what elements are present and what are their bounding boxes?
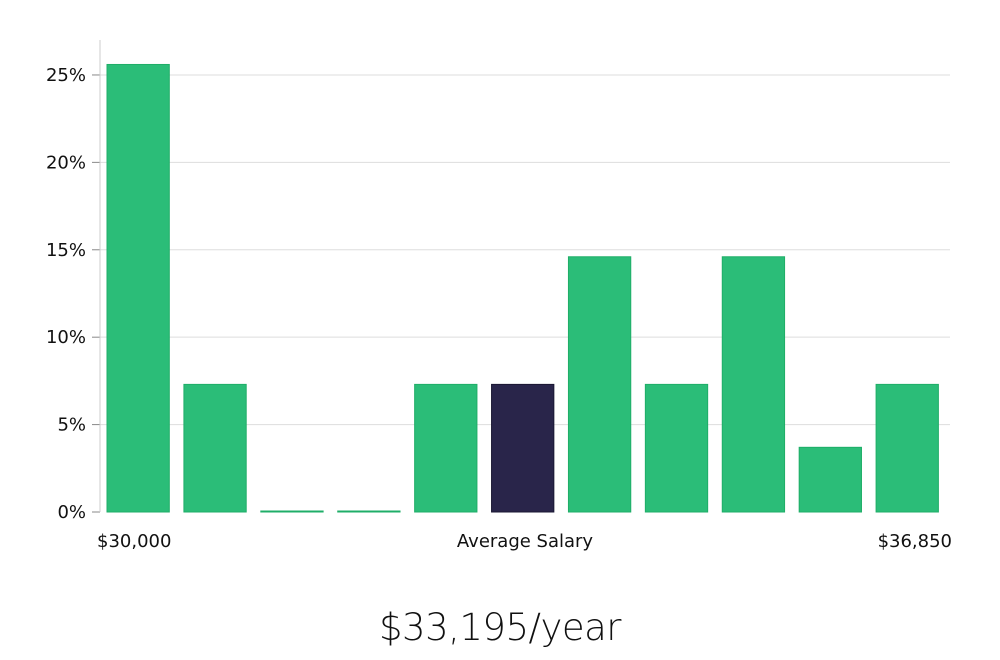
histogram-bar xyxy=(183,383,247,513)
y-tick-label: 15% xyxy=(46,240,86,261)
y-tick-label: 10% xyxy=(46,327,86,348)
average-salary-value: $33,195/year xyxy=(378,606,622,649)
histogram-bar-average xyxy=(491,383,555,513)
y-tick-label: 20% xyxy=(46,152,86,173)
histogram-bars xyxy=(106,63,939,513)
grid-lines xyxy=(100,74,950,426)
histogram-bar xyxy=(414,383,478,513)
histogram-bar xyxy=(875,383,939,513)
histogram-bar xyxy=(798,446,862,513)
x-axis-max-label: $36,850 xyxy=(878,531,952,552)
x-axis-center-label: Average Salary xyxy=(457,531,594,552)
histogram-bar xyxy=(260,510,324,513)
y-tick-label: 5% xyxy=(57,415,86,436)
y-tick-label: 25% xyxy=(46,65,86,86)
histogram-bar xyxy=(106,63,170,513)
histogram-bar xyxy=(567,256,632,513)
histogram-bar xyxy=(337,510,401,513)
histogram-bar xyxy=(644,383,709,513)
histogram-bar xyxy=(721,256,786,513)
x-axis-min-label: $30,000 xyxy=(97,531,171,552)
y-axis-tick-labels: 0% 5% 10% 15% 20% 25% xyxy=(46,65,100,523)
salary-histogram-chart: 0%5%10%15%20%25% $30,000 Average Salary … xyxy=(46,40,952,552)
y-tick-label: 0% xyxy=(57,502,86,523)
